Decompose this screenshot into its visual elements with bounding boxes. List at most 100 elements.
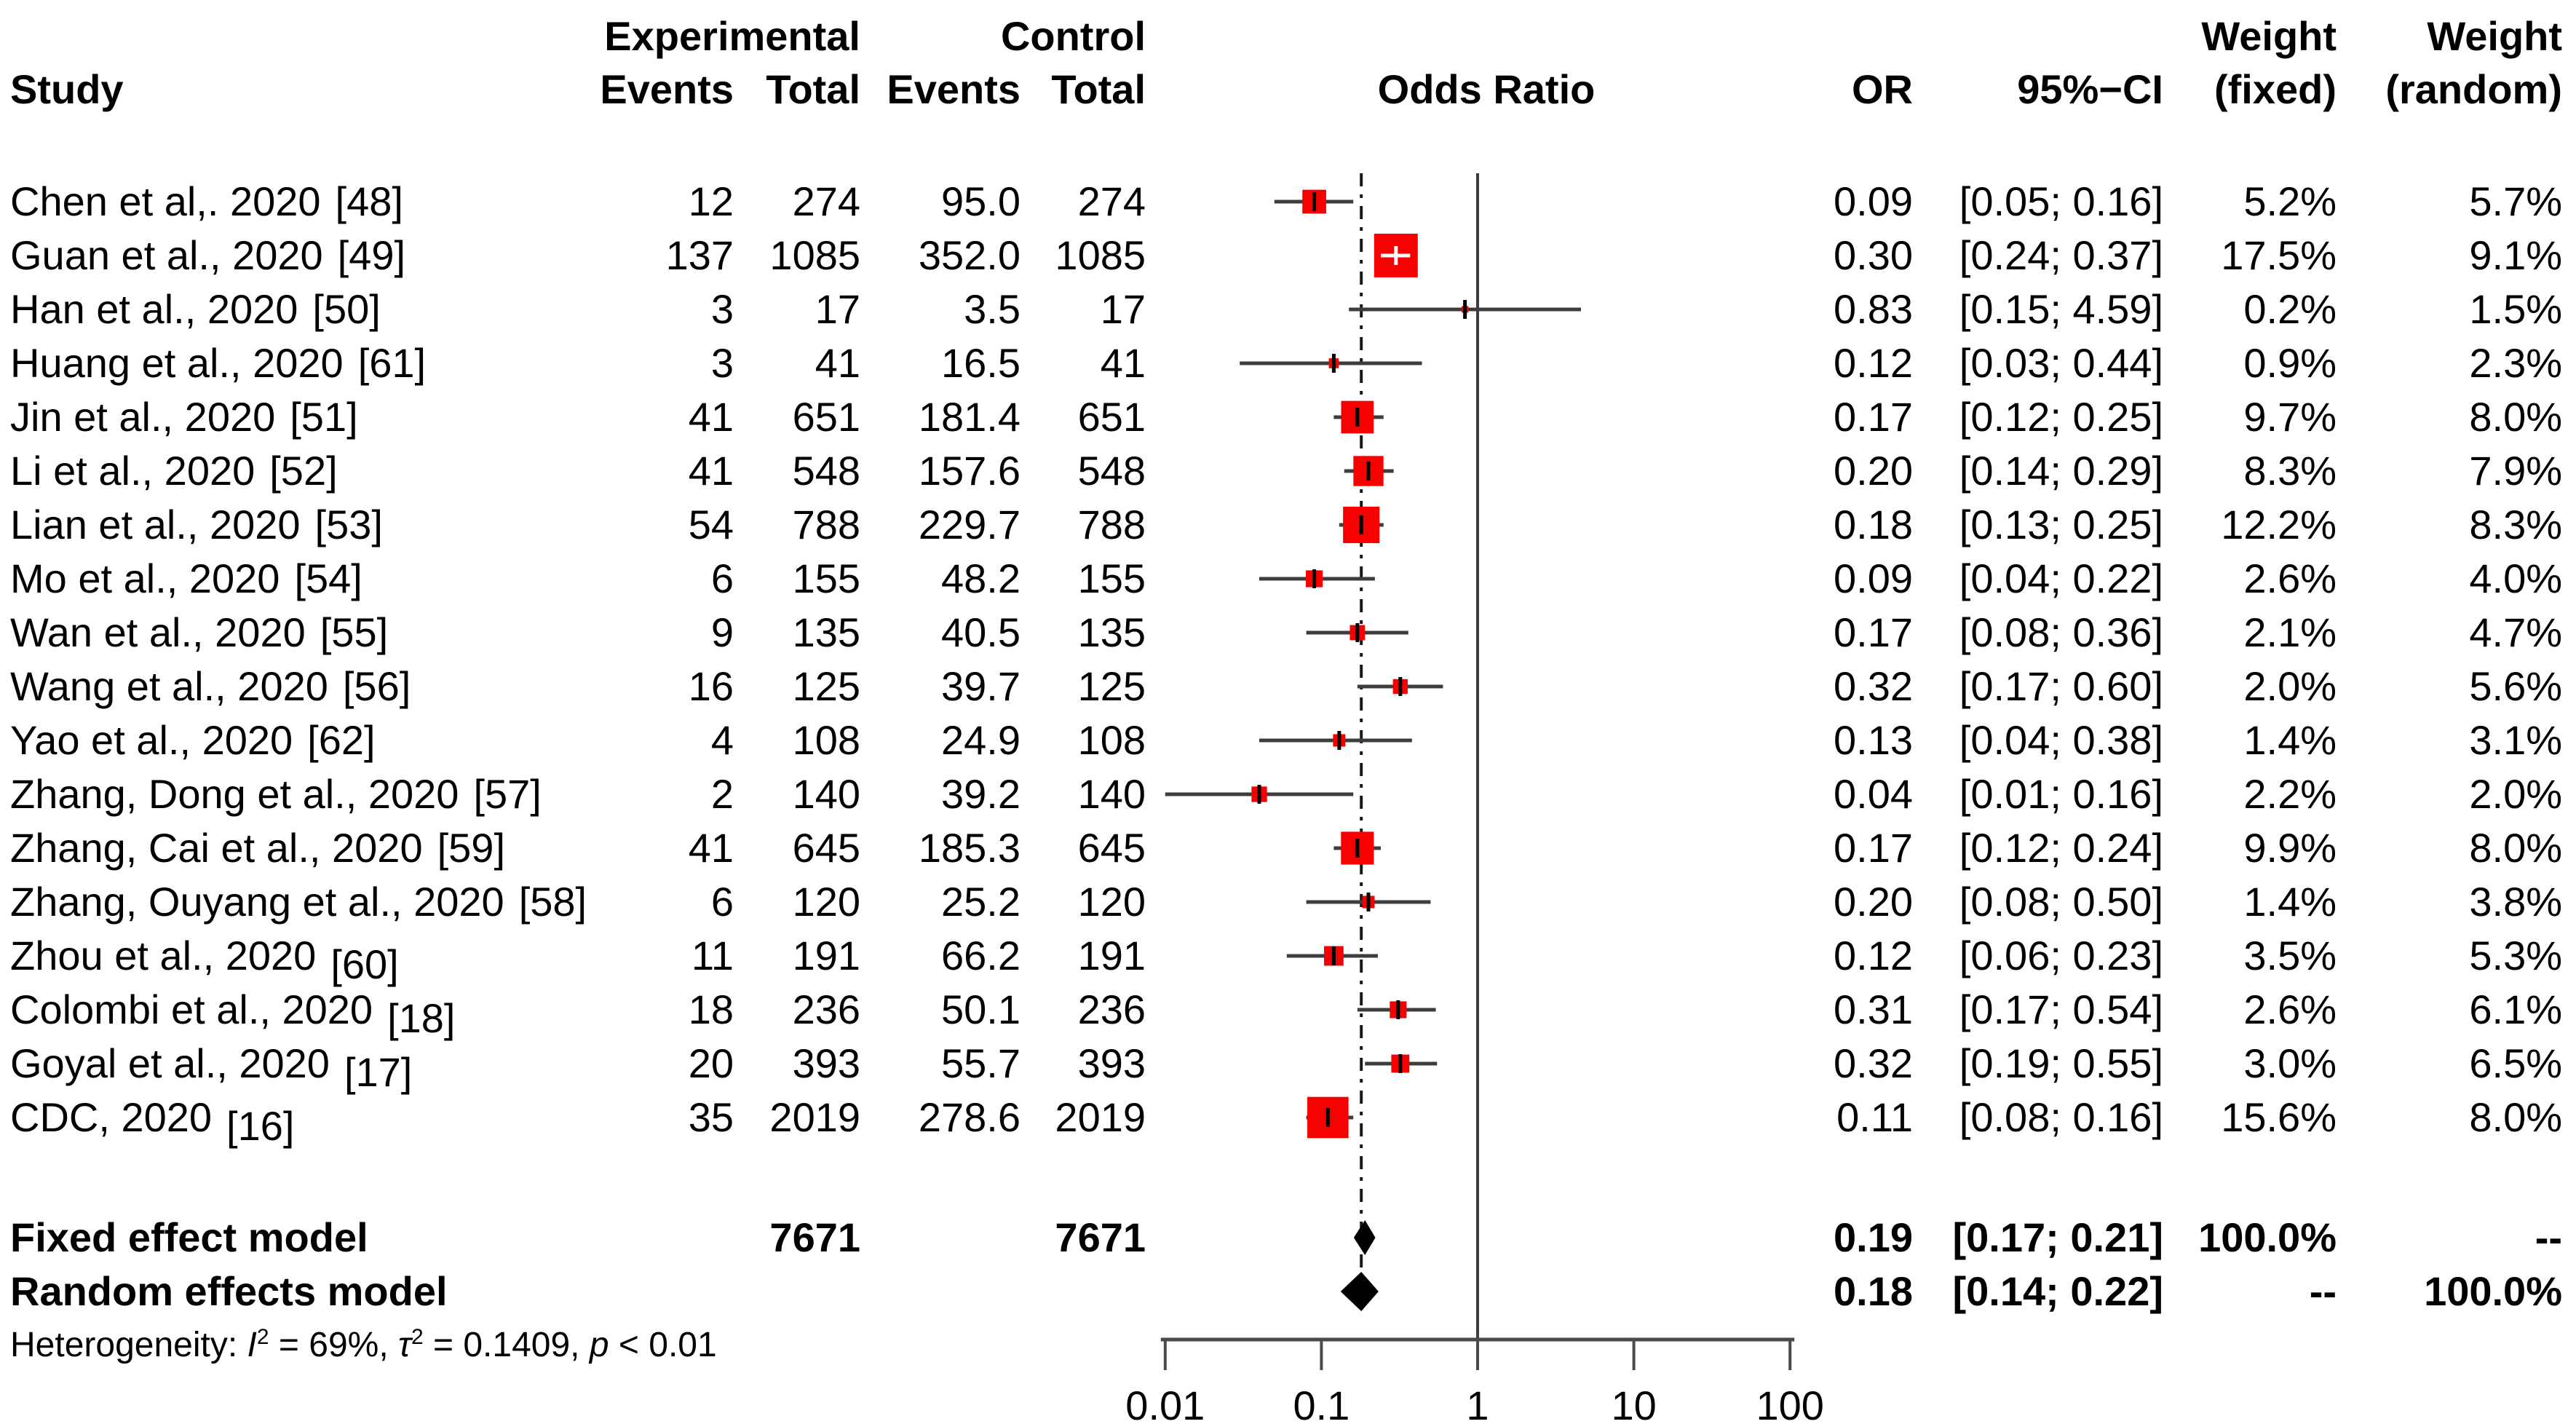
total-experimental: 788 (792, 502, 860, 547)
or-value: 0.20 (1834, 879, 1913, 925)
total-experimental: 41 (815, 340, 860, 386)
total-experimental: 1085 (769, 232, 860, 278)
study-name: Colombi et al., 2020 [18] (10, 981, 455, 1041)
study-ref: [50] (312, 286, 381, 332)
or-value: 0.11 (1836, 1094, 1913, 1140)
weight-random-value: 5.6% (2469, 663, 2562, 709)
col-header-control: Control (1000, 13, 1146, 59)
events-experimental: 16 (688, 663, 734, 709)
total-experimental: 2019 (769, 1094, 860, 1140)
study-ref: [58] (518, 879, 587, 925)
or-value: 0.20 (1834, 448, 1913, 494)
or-value: 0.09 (1834, 178, 1913, 224)
events-experimental: 18 (688, 986, 734, 1032)
summary-weight-fixed: 100.0% (2198, 1214, 2337, 1260)
events-experimental: 35 (688, 1094, 734, 1140)
study-name-text: Zhou et al., 2020 (10, 933, 317, 978)
col-header-or: OR (1852, 66, 1913, 112)
weight-random-value: 4.0% (2469, 555, 2562, 601)
events-experimental: 3 (710, 340, 734, 386)
total-control: 191 (1077, 933, 1146, 978)
col-header-odds-ratio: Odds Ratio (1377, 66, 1596, 112)
or-value: 0.17 (1834, 609, 1913, 655)
weight-fixed-value: 1.4% (2243, 717, 2337, 763)
total-control: 155 (1077, 555, 1146, 601)
col-header-total-ctrl: Total (1051, 66, 1146, 112)
total-control: 236 (1077, 986, 1146, 1032)
events-control: 50.1 (941, 986, 1021, 1032)
events-control: 229.7 (918, 502, 1021, 547)
total-control: 645 (1077, 825, 1146, 871)
total-experimental: 140 (792, 771, 860, 817)
or-value: 0.30 (1834, 232, 1913, 278)
study-name-text: Mo et al., 2020 (10, 555, 280, 601)
col-header-experimental: Experimental (604, 13, 860, 59)
weight-fixed-value: 17.5% (2221, 232, 2337, 278)
study-name: Zhou et al., 2020 [60] (10, 927, 399, 987)
study-ref: [16] (226, 1103, 295, 1149)
total-experimental: 135 (792, 609, 860, 655)
heterogeneity-note: Heterogeneity: I2 = 69%, τ2 = 0.1409, p … (10, 1319, 717, 1372)
total-control: 548 (1077, 448, 1146, 494)
weight-fixed-value: 2.1% (2243, 609, 2337, 655)
x-axis-tick-label: 0.1 (1293, 1383, 1350, 1424)
weight-fixed-value: 3.0% (2243, 1040, 2337, 1086)
events-control: 3.5 (964, 286, 1021, 332)
study-name: Jin et al., 2020 [51] (10, 388, 358, 446)
weight-fixed-value: 0.9% (2243, 340, 2337, 386)
study-name-text: Colombi et al., 2020 (10, 986, 373, 1032)
study-name-text: Lian et al., 2020 (10, 502, 301, 547)
weight-fixed-value: 2.6% (2243, 555, 2337, 601)
events-control: 48.2 (941, 555, 1021, 601)
study-name-text: Zhang, Cai et al., 2020 (10, 825, 423, 871)
col-header-weight-random: Weight (2427, 13, 2562, 59)
weight-fixed-value: 9.9% (2243, 825, 2337, 871)
events-experimental: 2 (710, 771, 734, 817)
study-name-text: Jin et al., 2020 (10, 394, 276, 440)
summary-label: Fixed effect model (10, 1214, 368, 1260)
or-value: 0.17 (1834, 825, 1913, 871)
col-header-weight-fixed: Weight (2201, 13, 2337, 59)
ci-value: [0.05; 0.16] (1959, 178, 2163, 224)
study-name-text: Guan et al., 2020 (10, 232, 323, 278)
summary-ci: [0.17; 0.21] (1952, 1214, 2164, 1260)
study-name: CDC, 2020 [16] (10, 1088, 295, 1149)
ci-value: [0.06; 0.23] (1959, 933, 2163, 978)
events-experimental: 41 (688, 448, 734, 494)
or-value: 0.18 (1834, 502, 1913, 547)
heterogeneity-segment: = 69%, (269, 1326, 399, 1364)
total-experimental: 645 (792, 825, 860, 871)
total-experimental: 17 (815, 286, 860, 332)
ci-value: [0.04; 0.22] (1959, 555, 2163, 601)
study-name: Wan et al., 2020 [55] (10, 604, 388, 662)
col-header-ci: 95%−CI (2017, 66, 2163, 112)
weight-random-value: 8.0% (2469, 825, 2562, 871)
events-experimental: 20 (688, 1040, 734, 1086)
weight-fixed-value: 15.6% (2221, 1094, 2337, 1140)
study-name-text: Huang et al., 2020 (10, 340, 344, 386)
events-experimental: 137 (665, 232, 734, 278)
study-ref: [61] (357, 340, 427, 386)
study-name: Huang et al., 2020 [61] (10, 334, 426, 392)
study-name: Mo et al., 2020 [54] (10, 550, 362, 608)
study-name-text: Wan et al., 2020 (10, 609, 306, 655)
study-name: Zhang, Dong et al., 2020 [57] (10, 765, 542, 823)
ci-value: [0.08; 0.50] (1959, 879, 2163, 925)
study-ref: [56] (342, 663, 411, 709)
total-control: 108 (1077, 717, 1146, 763)
study-ref: [54] (294, 555, 362, 601)
total-control: 135 (1077, 609, 1146, 655)
study-name-text: Zhang, Dong et al., 2020 (10, 771, 459, 817)
events-experimental: 41 (688, 825, 734, 871)
weight-random-value: 2.0% (2469, 771, 2562, 817)
col-header-weight-random-sub: (random) (2385, 66, 2562, 112)
summary-or: 0.19 (1834, 1214, 1913, 1260)
x-axis-tick-label: 100 (1756, 1383, 1823, 1424)
or-value: 0.32 (1834, 663, 1913, 709)
study-name: Guan et al., 2020 [49] (10, 226, 405, 285)
study-name-text: Goyal et al., 2020 (10, 1040, 330, 1086)
weight-random-value: 8.0% (2469, 394, 2562, 440)
events-experimental: 4 (710, 717, 734, 763)
x-axis-tick-label: 1 (1466, 1383, 1489, 1424)
